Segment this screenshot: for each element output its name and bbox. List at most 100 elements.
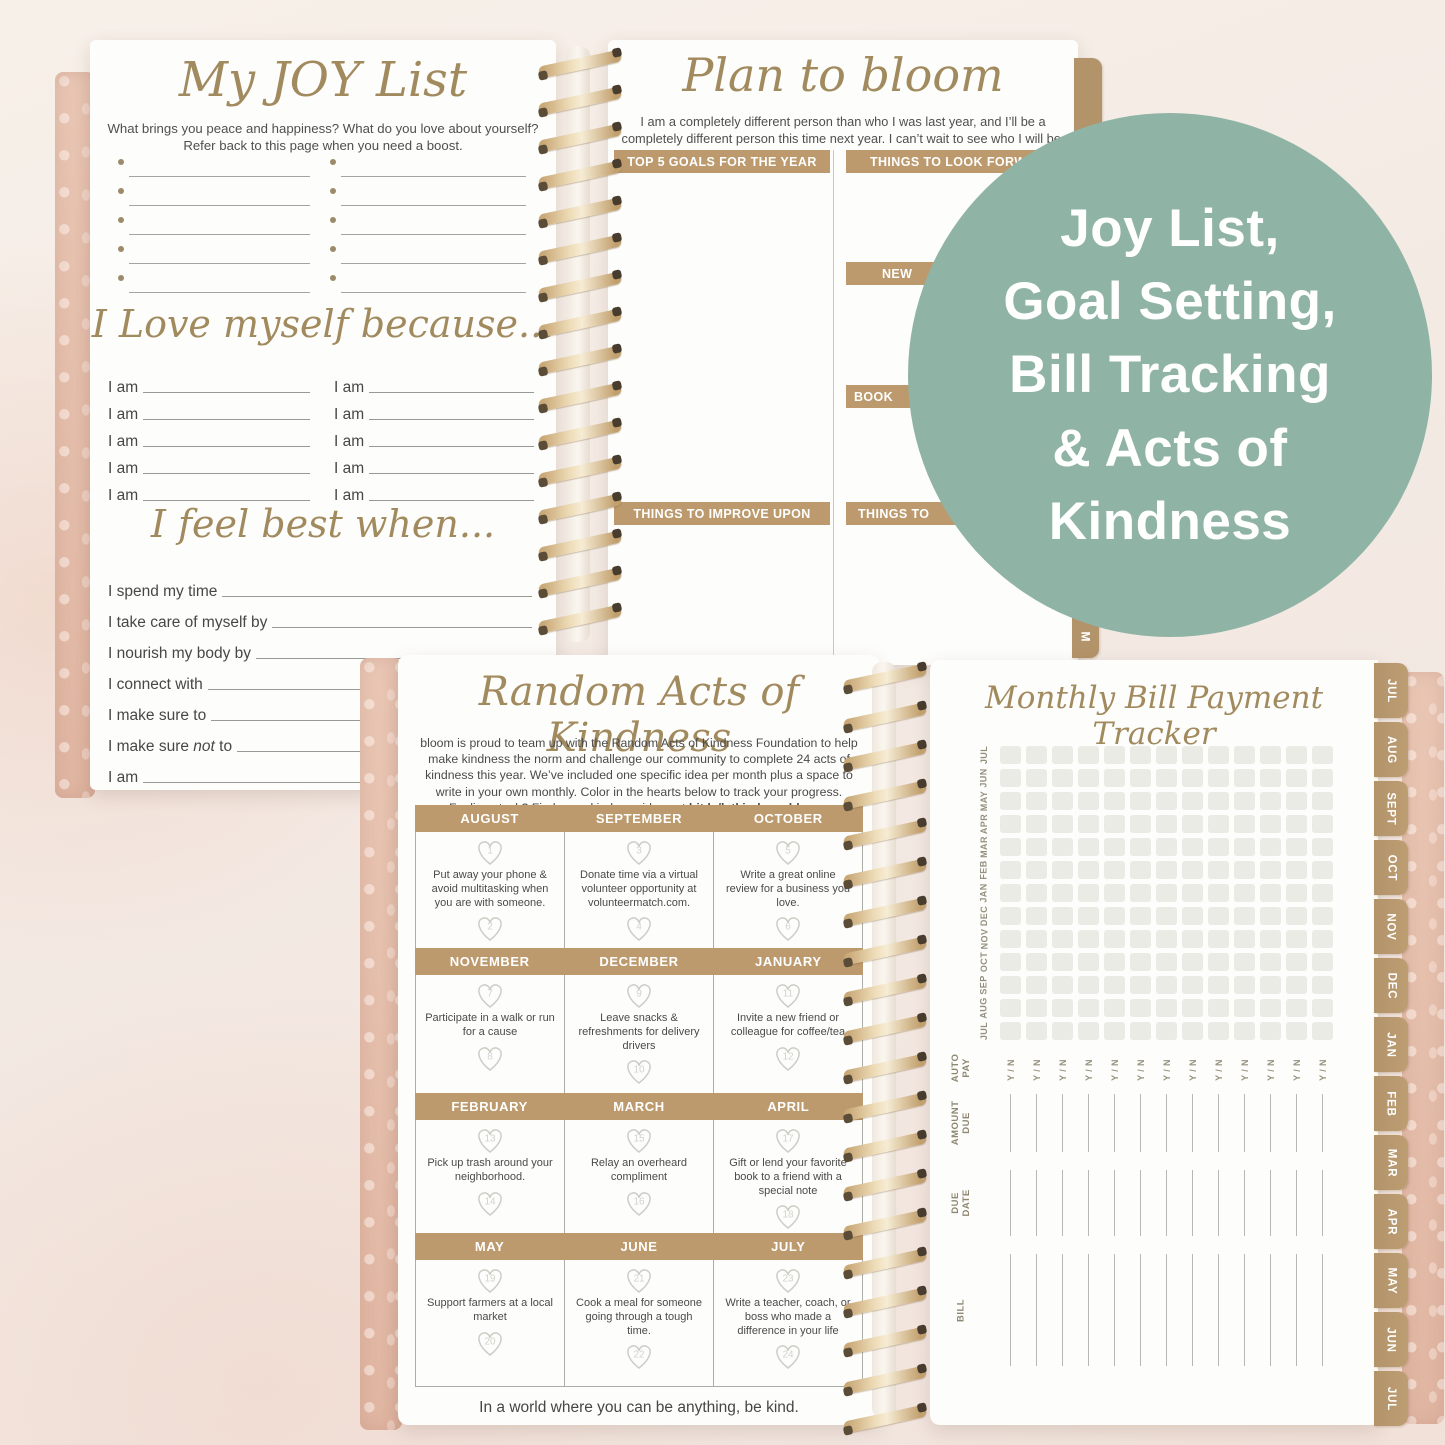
iam-label: I am bbox=[108, 459, 139, 477]
writein-line bbox=[1286, 1094, 1307, 1152]
page-subtitle: I am a completely different person than … bbox=[621, 114, 1065, 146]
feel-prompt-label: I take care of myself by bbox=[108, 613, 268, 631]
bill-grid-square bbox=[1000, 1022, 1021, 1040]
feel-prompt-row: I spend my time bbox=[108, 568, 532, 599]
bill-grid-square bbox=[1234, 792, 1255, 810]
kindness-cell: 13 Pick up trash around your neighborhood… bbox=[416, 1120, 565, 1233]
joy-bullet-row bbox=[118, 154, 310, 183]
bill-grid-square bbox=[1052, 792, 1073, 810]
iam-row: I am bbox=[334, 449, 534, 476]
month-tab-apr-9: APR bbox=[1374, 1194, 1408, 1249]
bill-grid-square bbox=[1104, 815, 1125, 833]
bill-grid-square bbox=[1078, 815, 1099, 833]
bill-grid-square bbox=[1026, 792, 1047, 810]
month-tab-sept-2: SEPT bbox=[1374, 781, 1408, 836]
page-title: Monthly Bill Payment Tracker bbox=[984, 680, 1324, 752]
iam-line bbox=[369, 419, 534, 420]
iam-column: I am I am I am I am I am bbox=[108, 368, 310, 503]
writein-line bbox=[1208, 1170, 1229, 1236]
bill-grid-square bbox=[1312, 838, 1333, 856]
bill-grid-square bbox=[1156, 953, 1177, 971]
bill-grid-square bbox=[1312, 815, 1333, 833]
iam-label: I am bbox=[108, 486, 139, 504]
heart-icon: 16 bbox=[622, 1188, 656, 1218]
heart-icon: 9 bbox=[622, 980, 656, 1010]
bill-grid-row-label: MAY bbox=[979, 790, 989, 812]
heart-icon: 4 bbox=[622, 913, 656, 943]
kindness-row: 13 Pick up trash around your neighborhood… bbox=[415, 1120, 863, 1233]
bill-grid-square bbox=[1000, 861, 1021, 879]
bill-grid-square bbox=[1026, 976, 1047, 994]
month-label: JUNE bbox=[620, 1239, 658, 1254]
month-bar-row: AUGUST SEPTEMBER OCTOBER bbox=[415, 805, 863, 832]
writein-line bbox=[1182, 1254, 1203, 1366]
writein-line bbox=[1000, 1254, 1021, 1366]
kindness-cell: 5 Write a great online review for a busin… bbox=[714, 832, 862, 948]
month-bar-row: FEBRUARY MARCH APRIL bbox=[415, 1093, 863, 1120]
bill-grid-square bbox=[1234, 999, 1255, 1017]
bill-grid-square bbox=[1156, 999, 1177, 1017]
bill-grid-square bbox=[1182, 884, 1203, 902]
bill-grid-square bbox=[1208, 884, 1229, 902]
bill-grid-square bbox=[1026, 930, 1047, 948]
promo-circle: Joy List, Goal Setting, Bill Tracking & … bbox=[908, 113, 1432, 637]
bill-grid-square bbox=[1234, 861, 1255, 879]
page-title: Random Acts of Kindness bbox=[478, 669, 800, 761]
bill-grid-square bbox=[1130, 746, 1151, 764]
bill-grid-square bbox=[1182, 930, 1203, 948]
month-label: DECEMBER bbox=[599, 954, 679, 969]
iam-columns: I am I am I am I am I am I am I am I am I am I am bbox=[108, 368, 534, 503]
bill-grid-square bbox=[1130, 976, 1151, 994]
svg-text:8: 8 bbox=[487, 1051, 493, 1062]
bill-grid-square bbox=[1182, 861, 1203, 879]
bill-grid-square bbox=[1286, 930, 1307, 948]
bill-grid-square bbox=[1156, 746, 1177, 764]
bill-grid-square bbox=[1104, 769, 1125, 787]
love-myself-title: I Love myself because... bbox=[91, 302, 555, 346]
bill-grid-square bbox=[1000, 838, 1021, 856]
writein-line bbox=[1312, 1254, 1333, 1366]
bill-grid-square bbox=[1286, 838, 1307, 856]
feel-prompt-label: I make sure not to bbox=[108, 737, 233, 755]
bill-grid-square bbox=[1104, 861, 1125, 879]
bill-grid-square bbox=[1000, 815, 1021, 833]
bill-grid-square bbox=[1078, 792, 1099, 810]
bill-grid-square bbox=[1026, 861, 1047, 879]
bill-grid-square bbox=[1130, 884, 1151, 902]
bullet-dot bbox=[118, 275, 124, 281]
iam-label: I am bbox=[108, 432, 139, 450]
autopay-value: Y / N bbox=[1265, 1059, 1276, 1081]
intro-line: kindness this year. We’ve included one s… bbox=[425, 768, 853, 783]
heart-icon: 12 bbox=[771, 1043, 805, 1073]
bill-grid-square bbox=[1260, 838, 1281, 856]
bill-grid-square bbox=[1026, 838, 1047, 856]
kindness-idea-text: Cook a meal for someone going through a … bbox=[576, 1297, 702, 1337]
feel-prompt-label: I am bbox=[108, 768, 139, 786]
bill-grid-square bbox=[1182, 999, 1203, 1017]
kindness-cell: 19 Support farmers at a local market 20 bbox=[416, 1260, 565, 1386]
writein-line bbox=[1234, 1254, 1255, 1366]
month-label: FEBRUARY bbox=[451, 1099, 528, 1114]
bill-grid-square bbox=[1156, 930, 1177, 948]
writein-line bbox=[1182, 1170, 1203, 1236]
bill-label: BILL bbox=[955, 1298, 967, 1322]
bill-grid-square bbox=[1182, 838, 1203, 856]
month-tab-oct-3: OCT bbox=[1374, 840, 1408, 895]
bullet-dot bbox=[118, 188, 124, 194]
bill-grid-square bbox=[1078, 953, 1099, 971]
bullet-line bbox=[129, 205, 310, 206]
heart-icon: 18 bbox=[771, 1201, 805, 1231]
writein-line bbox=[1026, 1170, 1047, 1236]
svg-text:16: 16 bbox=[633, 1196, 645, 1207]
bill-grid-row-label: JAN bbox=[979, 883, 989, 903]
writein-line bbox=[1000, 1170, 1021, 1236]
planner-cover-edge-top bbox=[55, 72, 95, 798]
bill-grid-square bbox=[1078, 999, 1099, 1017]
bill-grid-square bbox=[1156, 907, 1177, 925]
kindness-idea-text: Pick up trash around your neighborhood. bbox=[427, 1157, 553, 1183]
joy-bullet-columns bbox=[118, 154, 526, 299]
svg-text:17: 17 bbox=[782, 1134, 794, 1145]
bill-grid-row-label: JUL bbox=[978, 1021, 989, 1041]
heart-icon: 7 bbox=[473, 980, 507, 1010]
kindness-idea-text: Invite a new friend or colleague for cof… bbox=[730, 1012, 846, 1038]
